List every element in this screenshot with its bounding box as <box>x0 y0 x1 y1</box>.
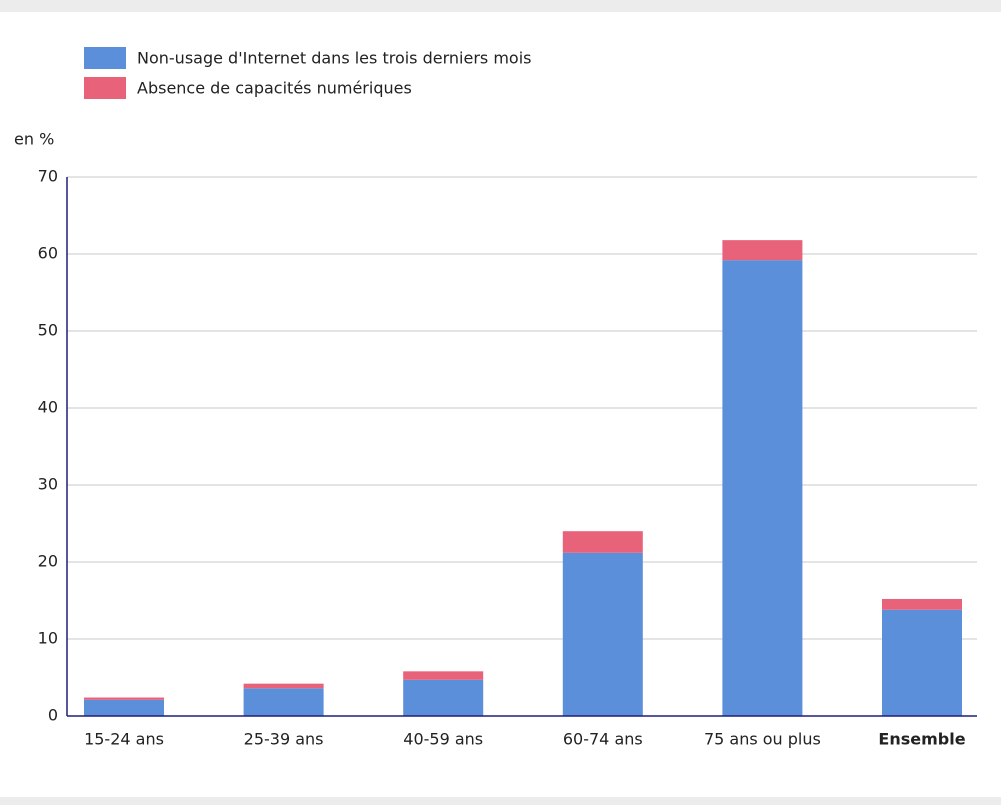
bar-segment <box>722 260 803 716</box>
legend-label: Absence de capacités numériques <box>137 79 412 98</box>
legend-swatch <box>84 47 126 69</box>
y-tick-label: 30 <box>38 475 58 494</box>
y-tick-label: 0 <box>48 706 58 725</box>
y-axis-label: en % <box>14 130 54 149</box>
legend-swatch <box>84 77 126 99</box>
y-tick-label: 60 <box>38 244 58 263</box>
bar-segment <box>84 697 164 700</box>
bar-segment <box>722 240 803 261</box>
y-tick-label: 20 <box>38 552 58 571</box>
x-tick-label: 60-74 ans <box>563 730 643 749</box>
bar-segment <box>243 683 324 689</box>
y-tick-label: 50 <box>38 321 58 340</box>
y-tick-label: 40 <box>38 398 58 417</box>
bar-segment <box>243 688 324 716</box>
bar-segment <box>562 531 643 553</box>
x-tick-label: Ensemble <box>878 730 965 749</box>
x-tick-label: 40-59 ans <box>403 730 483 749</box>
bar-segment <box>84 699 164 716</box>
bar-segment <box>403 679 484 716</box>
y-tick-label: 70 <box>38 167 58 186</box>
x-tick-label: 25-39 ans <box>244 730 324 749</box>
bar-segment <box>562 552 643 716</box>
chart-background <box>0 12 1001 797</box>
bar-segment <box>403 671 484 680</box>
bar-segment <box>882 598 962 610</box>
bar-segment <box>882 609 962 716</box>
y-tick-label: 10 <box>38 629 58 648</box>
x-tick-label: 15-24 ans <box>84 730 164 749</box>
legend-label: Non-usage d'Internet dans les trois dern… <box>137 49 531 68</box>
x-tick-label: 75 ans ou plus <box>704 730 821 749</box>
